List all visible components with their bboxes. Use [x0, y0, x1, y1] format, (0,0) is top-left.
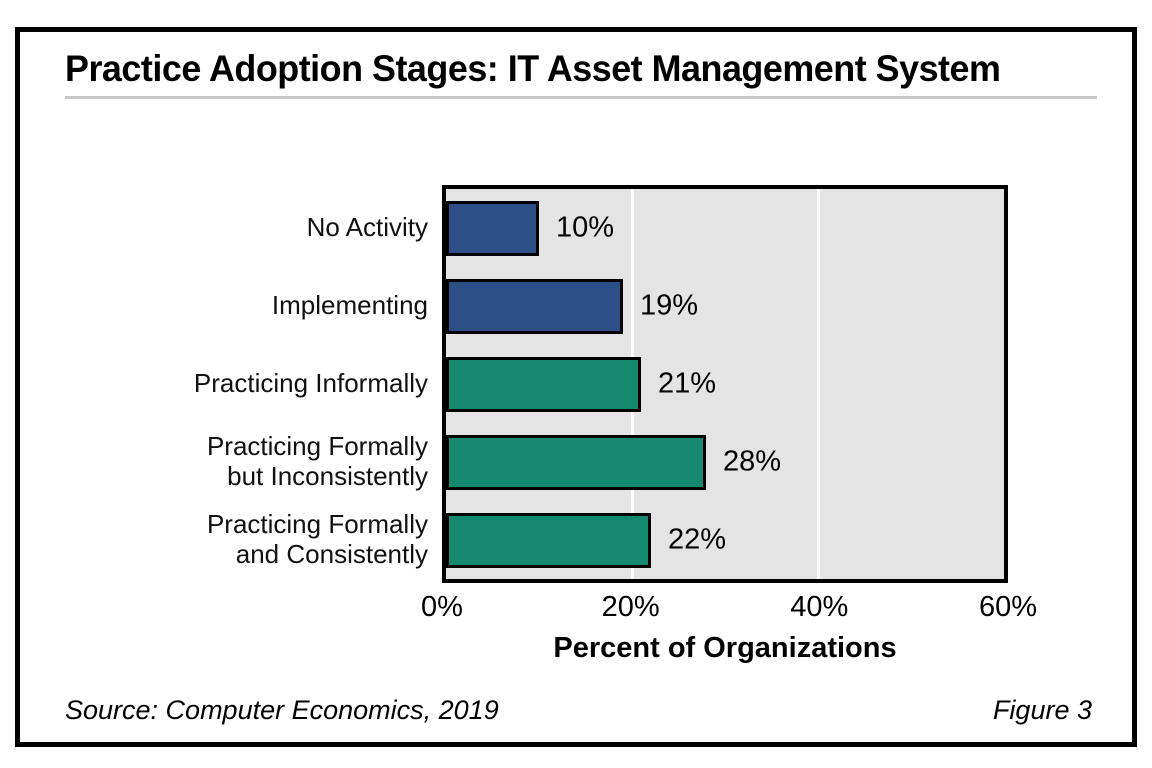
figure-footer: Source: Computer Economics, 2019 Figure …	[65, 696, 1092, 726]
x-tick-label: 0%	[421, 591, 463, 623]
category-label: Practicing Formally and Consistently	[206, 509, 428, 569]
bar-3	[446, 357, 641, 412]
bar-value-label: 22%	[668, 523, 727, 556]
figure-frame: Practice Adoption Stages: IT Asset Manag…	[15, 27, 1137, 747]
bar-5	[446, 513, 651, 568]
bar-value-label: 19%	[640, 289, 699, 322]
category-axis: No Activity Implementing Practicing Inform…	[20, 189, 428, 579]
source-note: Source: Computer Economics, 2019	[65, 695, 499, 726]
x-tick-label: 20%	[601, 591, 660, 623]
bar-1	[446, 201, 539, 256]
category-label: No Activity	[306, 212, 428, 243]
category-label: Practicing Formally but Inconsistently	[206, 431, 428, 491]
category-label: Practicing Informally	[193, 368, 428, 399]
title-underline	[65, 96, 1097, 99]
x-axis-ticks: 0% 20% 40% 60%	[421, 591, 1037, 626]
bar-value-label: 21%	[658, 367, 717, 400]
gridline	[817, 189, 820, 579]
chart-title: Practice Adoption Stages: IT Asset Manag…	[65, 48, 1001, 89]
bar-value-label: 28%	[723, 445, 782, 478]
plot-area: 10% 19% 21% 28% 22%	[442, 185, 1008, 583]
bar-value-label: 10%	[556, 211, 615, 244]
bar-2	[446, 279, 623, 334]
bar-4	[446, 435, 706, 490]
category-label: Implementing	[271, 290, 428, 321]
x-tick-label: 40%	[790, 591, 849, 623]
x-tick-label: 60%	[978, 591, 1038, 623]
x-axis-title: Percent of Organizations	[553, 632, 897, 664]
figure-number: Figure 3	[992, 695, 1092, 726]
